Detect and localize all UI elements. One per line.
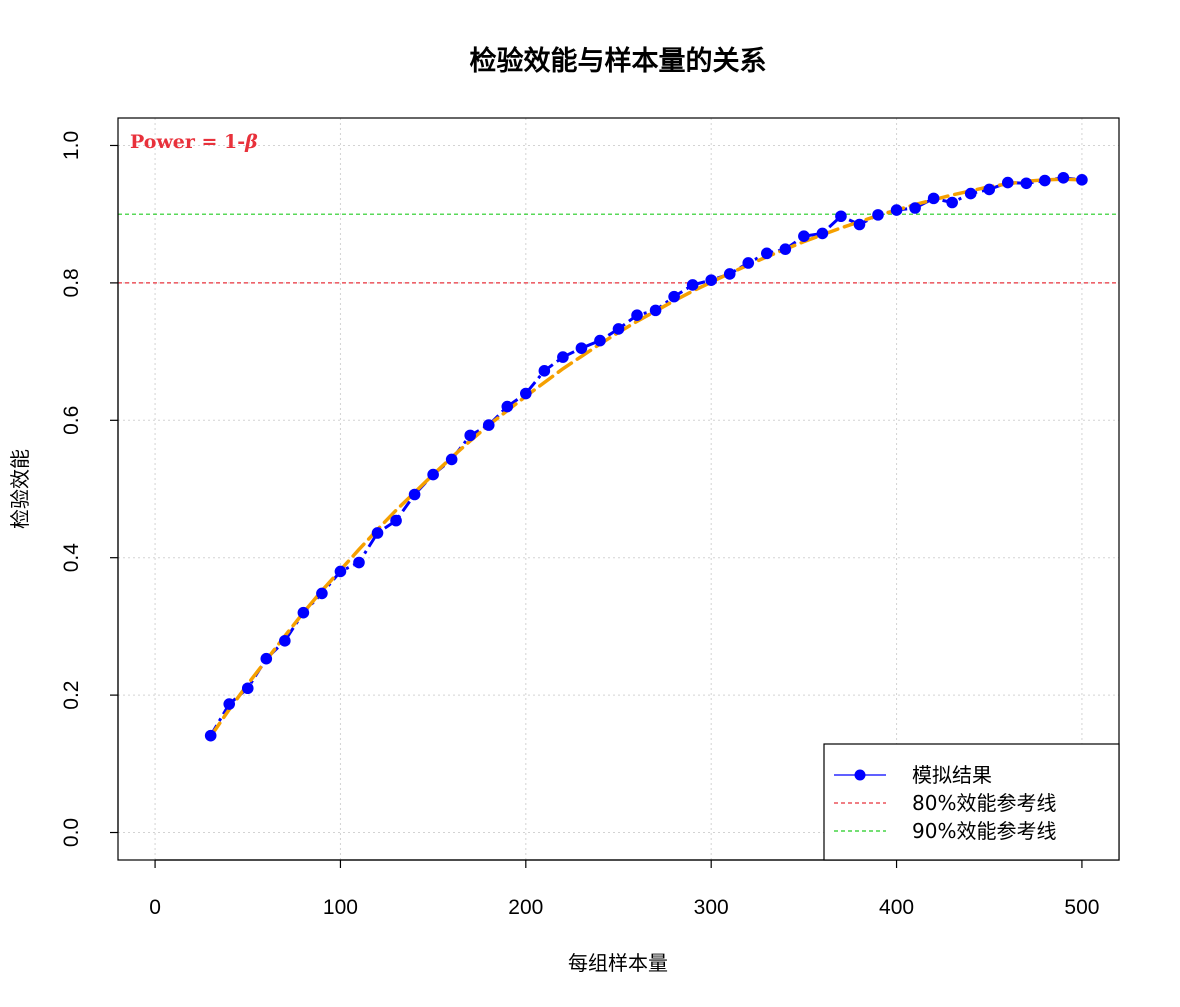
y-axis: 0.0 0.2 0.4 0.6 0.8 1.0 xyxy=(60,131,119,847)
data-point xyxy=(909,202,921,214)
data-point xyxy=(779,243,792,256)
data-point xyxy=(872,209,884,221)
y-tick-label-0: 0.0 xyxy=(60,818,83,847)
data-point xyxy=(760,247,773,260)
data-point xyxy=(927,192,940,205)
legend-label-0: 模拟结果 xyxy=(912,763,992,787)
annotation-symbol: β xyxy=(244,131,258,153)
y-tick-label-2: 0.4 xyxy=(60,543,83,573)
data-point xyxy=(835,210,847,223)
data-point xyxy=(316,587,328,600)
data-point xyxy=(705,274,717,286)
legend-label-1: 80%效能参考线 xyxy=(912,791,1056,815)
data-point xyxy=(353,556,365,569)
x-tick-label-5: 500 xyxy=(1064,896,1099,919)
data-points xyxy=(204,171,1088,742)
data-point xyxy=(1020,177,1033,190)
data-point xyxy=(1076,174,1088,186)
data-point xyxy=(964,187,977,200)
legend-marker-0 xyxy=(854,769,866,781)
legend-item-1: 80%效能参考线 xyxy=(834,791,1056,815)
fit-curve-group xyxy=(208,177,1084,739)
data-point xyxy=(612,323,625,335)
data-point xyxy=(390,514,402,527)
data-point xyxy=(1057,171,1070,184)
data-point xyxy=(649,304,662,317)
data-point xyxy=(408,488,421,501)
fit-curve xyxy=(208,177,1084,739)
chart-title: 检验效能与样本量的关系 xyxy=(470,45,767,77)
data-point xyxy=(890,204,903,216)
data-point xyxy=(723,268,736,280)
data-point xyxy=(798,230,810,242)
legend-box xyxy=(823,743,1120,861)
data-point xyxy=(279,635,291,647)
legend-item-2: 90%效能参考线 xyxy=(834,819,1056,843)
y-tick-label-1: 0.2 xyxy=(60,681,83,710)
y-tick-label-5: 1.0 xyxy=(60,131,83,160)
data-point xyxy=(538,365,551,377)
data-point xyxy=(241,682,254,695)
data-point xyxy=(853,218,866,231)
data-point xyxy=(297,606,310,619)
data-point xyxy=(686,279,699,291)
x-tick-label-3: 300 xyxy=(694,896,729,919)
data-point xyxy=(668,290,680,303)
data-point xyxy=(501,400,514,413)
annotation-text: Power = 1- xyxy=(130,131,245,153)
legend-item-0: 模拟结果 xyxy=(834,763,992,787)
data-point xyxy=(260,652,273,665)
x-axis-label: 每组样本量 xyxy=(568,951,668,975)
x-axis: 0 100 200 300 400 500 xyxy=(149,859,1099,919)
reference-lines xyxy=(118,213,1119,284)
data-point xyxy=(371,527,384,539)
data-point xyxy=(445,453,458,466)
x-tick-label-4: 400 xyxy=(879,896,914,919)
data-point xyxy=(334,565,347,578)
data-point xyxy=(223,698,236,710)
data-point xyxy=(575,342,588,354)
data-point xyxy=(983,183,996,196)
data-point xyxy=(557,351,569,363)
data-point xyxy=(1039,174,1051,187)
power-annotation: Power = 1-β xyxy=(130,131,258,153)
y-axis-label: 检验效能 xyxy=(8,449,32,529)
data-point xyxy=(1001,176,1014,189)
data-point xyxy=(594,334,606,347)
legend: 模拟结果 80%效能参考线 90%效能参考线 xyxy=(823,743,1120,861)
data-point xyxy=(946,196,958,209)
y-tick-label-3: 0.6 xyxy=(60,406,83,435)
data-point xyxy=(482,419,495,431)
x-tick-label-2: 200 xyxy=(508,896,543,919)
data-point xyxy=(464,429,477,442)
data-point xyxy=(816,227,829,240)
legend-label-2: 90%效能参考线 xyxy=(912,819,1056,843)
series-line xyxy=(209,176,1083,737)
data-point xyxy=(742,257,755,269)
data-point xyxy=(204,729,217,742)
data-point xyxy=(631,309,643,321)
data-point xyxy=(427,468,439,481)
data-point xyxy=(520,387,532,400)
x-tick-label-0: 0 xyxy=(149,896,161,919)
x-tick-label-1: 100 xyxy=(323,896,358,919)
y-tick-label-4: 0.8 xyxy=(60,268,83,297)
series-line-group xyxy=(209,176,1083,737)
